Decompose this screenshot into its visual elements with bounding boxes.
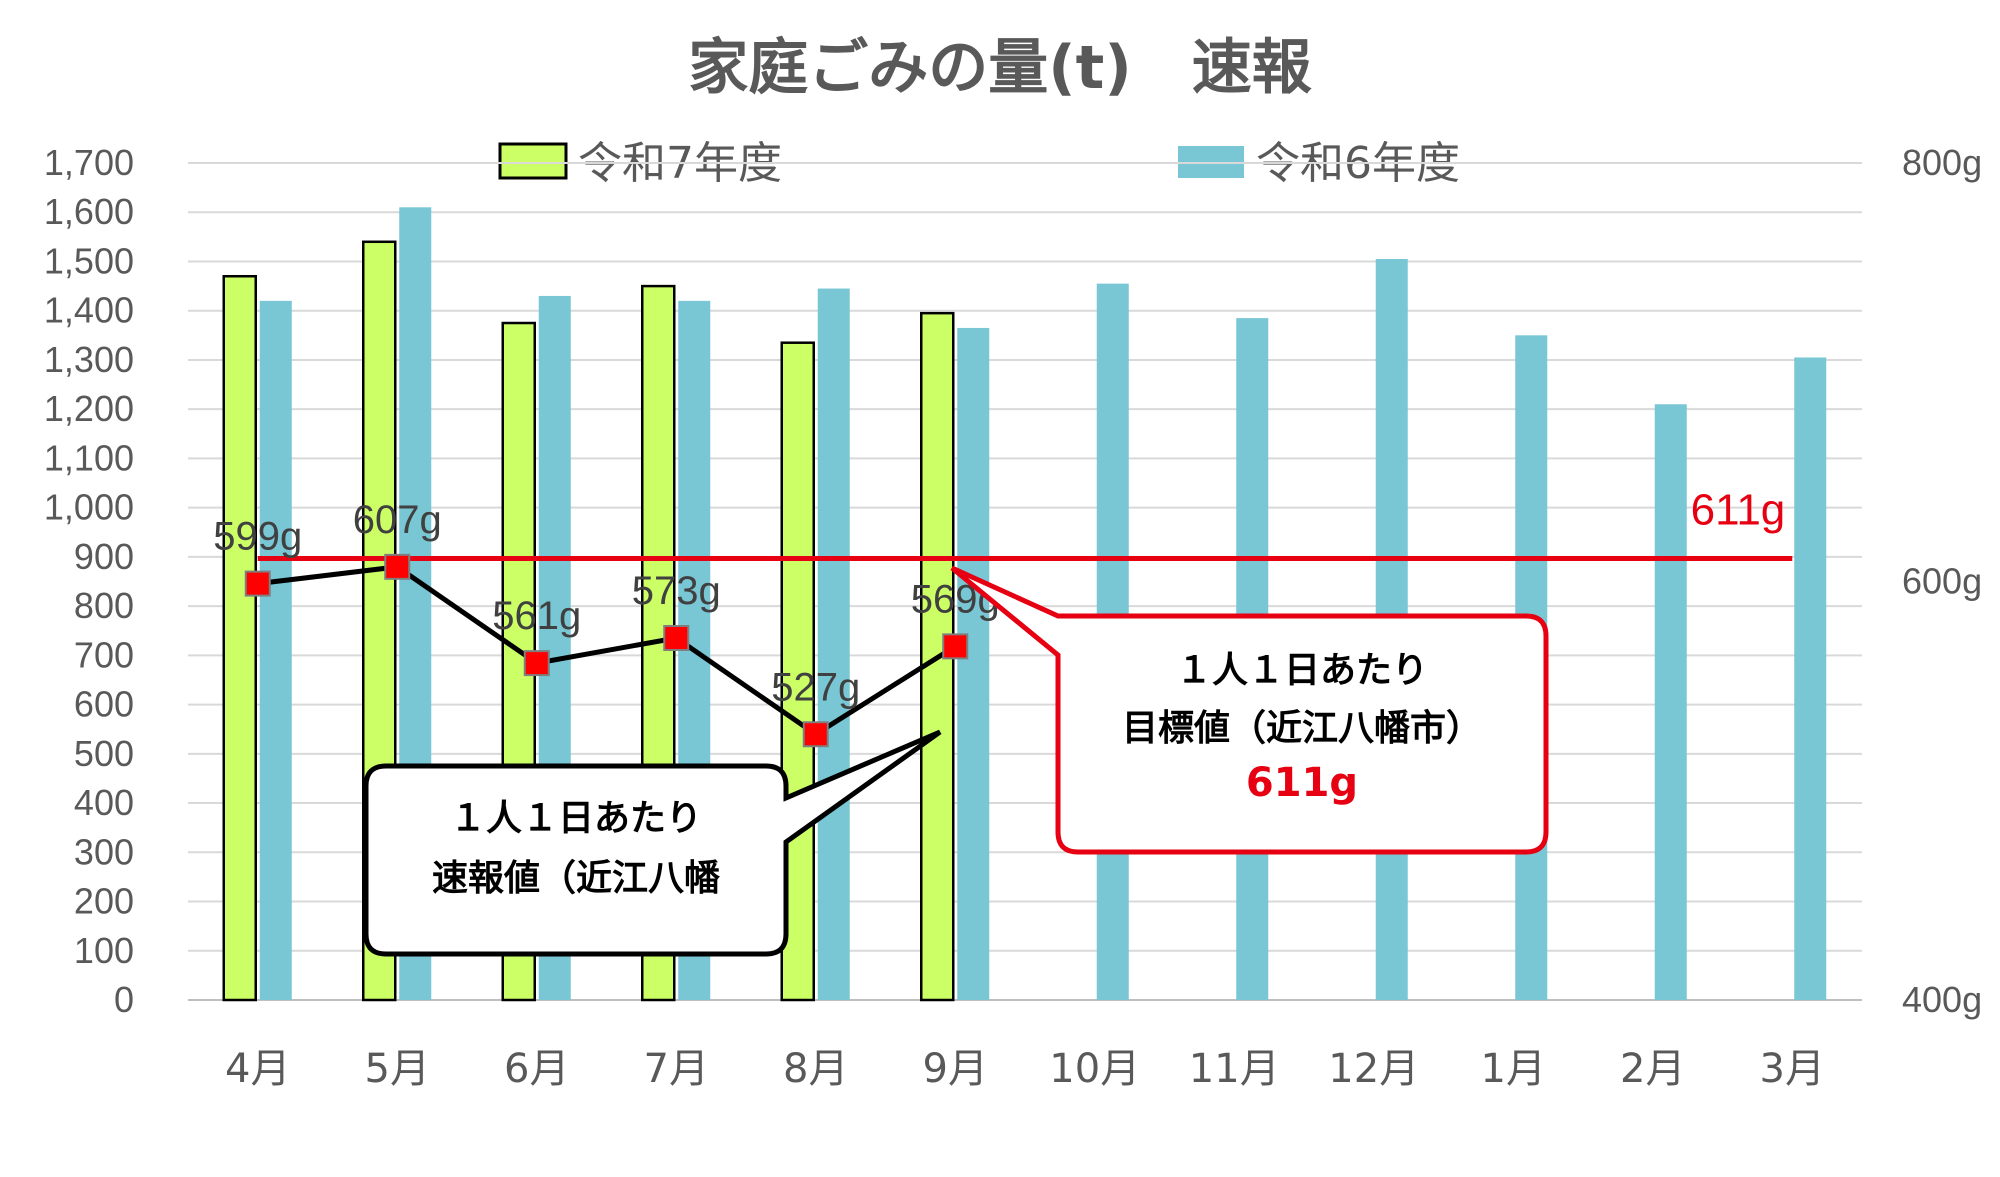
bar-r7	[222, 274, 257, 1002]
x-tick-label: 11月	[1189, 1046, 1280, 1092]
target-line-group: 611g	[257, 485, 1793, 561]
y-tick-label: 1,300	[44, 339, 134, 380]
y-tick-label: 400	[74, 782, 134, 823]
y-tick-label: 300	[74, 831, 134, 872]
x-tick-label: 12月	[1328, 1046, 1419, 1092]
chart-title: 家庭ごみの量(t) 速報	[688, 33, 1312, 103]
y-tick-label: 1,500	[44, 240, 134, 281]
callout-target-box	[950, 565, 1549, 855]
callout-actual-line2: 速報値（近江八幡	[432, 858, 720, 899]
x-tick-label: 6月	[504, 1046, 569, 1092]
x-tick-label: 5月	[365, 1046, 430, 1092]
callout-target: １人１日あたり 目標値（近江八幡市） 611g	[950, 565, 1549, 855]
per-person-marker	[942, 633, 969, 660]
per-person-label: 607g	[353, 498, 442, 542]
y-tick-label: 600	[74, 684, 134, 725]
y-tick-label: 700	[74, 634, 134, 675]
per-person-marker	[802, 721, 829, 748]
y-tick-label: 100	[74, 930, 134, 971]
y-tick-label: 200	[74, 881, 134, 922]
y-axis-ticks: 0 100 200 300 400 500 600 700 800 900 1,000 1,100 1,…	[44, 142, 134, 1020]
x-tick-label: 4月	[225, 1046, 290, 1092]
x-tick-label: 10月	[1049, 1046, 1140, 1092]
bar-r6	[1794, 357, 1827, 1001]
callout-actual-box	[363, 729, 942, 957]
y-tick-label: 1,700	[44, 142, 134, 183]
y-tick-label: 900	[74, 536, 134, 577]
per-person-marker	[384, 553, 411, 580]
callout-target-line3: 611g	[1246, 760, 1358, 806]
y2-tick-label: 400g	[1902, 979, 1982, 1020]
callout-target-line2: 目標値（近江八幡市）	[1122, 708, 1482, 749]
y2-tick-label: 600g	[1902, 561, 1982, 602]
per-person-label: 561g	[492, 594, 581, 638]
y-tick-label: 0	[114, 979, 134, 1020]
y-tick-label: 1,600	[44, 191, 134, 232]
y-tick-label: 1,100	[44, 437, 134, 478]
target-label: 611g	[1691, 485, 1786, 534]
per-person-label: 527g	[771, 665, 860, 709]
y-tick-label: 500	[74, 733, 134, 774]
x-tick-label: 7月	[644, 1046, 709, 1092]
bar-r6	[817, 288, 850, 1000]
bar-r6	[957, 327, 990, 1000]
y-tick-label: 1,200	[44, 388, 134, 429]
per-person-marker	[663, 624, 690, 651]
y-tick-label: 1,000	[44, 487, 134, 528]
per-person-label: 599g	[213, 515, 302, 559]
bar-r6	[1654, 404, 1687, 1000]
legend-swatch-r7	[498, 142, 568, 180]
y-tick-label: 800	[74, 585, 134, 626]
x-tick-label: 3月	[1760, 1046, 1825, 1092]
x-tick-label: 1月	[1481, 1046, 1546, 1092]
callout-actual: １人１日あたり 速報値（近江八幡	[363, 729, 942, 957]
y2-tick-label: 800g	[1902, 142, 1982, 183]
x-axis-ticks: 4月 5月 6月 7月 8月 9月 10月 11月 12月 1月 2月 3月	[225, 1046, 1825, 1092]
bar-r7	[780, 341, 815, 1002]
callout-target-line1: １人１日あたり	[1176, 650, 1428, 691]
y2-axis-ticks: 400g 600g 800g	[1902, 142, 1982, 1020]
y-tick-label: 1,400	[44, 290, 134, 331]
bar-r6	[259, 300, 292, 1000]
x-tick-label: 9月	[923, 1046, 988, 1092]
callout-actual-line1: １人１日あたり	[450, 798, 702, 839]
x-tick-label: 2月	[1620, 1046, 1685, 1092]
per-person-marker	[523, 650, 550, 677]
per-person-label: 573g	[632, 569, 721, 613]
per-person-marker	[244, 570, 271, 597]
per-person-line	[257, 564, 957, 738]
x-tick-label: 8月	[783, 1046, 848, 1092]
